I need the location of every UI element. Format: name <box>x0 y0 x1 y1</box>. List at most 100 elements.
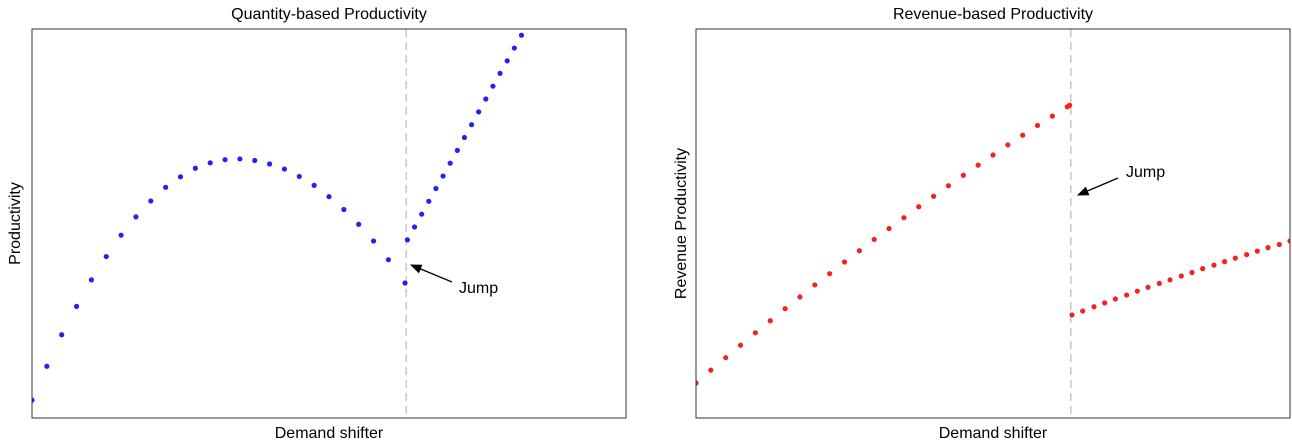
point <box>311 182 317 188</box>
point <box>767 318 773 324</box>
x-axis-label: Demand shifter <box>275 425 384 442</box>
point <box>1276 241 1282 248</box>
chart: Revenue-based Productivity Demand shifter… <box>673 6 1291 442</box>
point <box>433 185 439 192</box>
point <box>1112 296 1118 302</box>
plot-area <box>32 29 525 418</box>
point <box>782 306 788 312</box>
point <box>237 156 243 162</box>
point <box>356 221 362 227</box>
point <box>827 271 833 277</box>
point <box>1178 273 1184 279</box>
point <box>737 342 744 348</box>
y-axis-label: Revenue Productivity <box>673 148 690 299</box>
point <box>483 96 489 102</box>
point <box>1034 122 1041 129</box>
point <box>1211 262 1217 268</box>
point <box>326 194 332 200</box>
point <box>856 248 862 254</box>
point <box>518 32 525 38</box>
point <box>281 166 288 172</box>
point <box>871 236 877 243</box>
point <box>426 198 432 204</box>
point <box>404 237 411 243</box>
point <box>402 280 408 286</box>
point <box>708 367 714 373</box>
point <box>440 173 446 179</box>
series <box>32 156 408 403</box>
plot-frame <box>31 28 627 419</box>
point <box>133 214 139 220</box>
y-axis-label: Productivity <box>7 182 24 265</box>
point <box>931 193 937 199</box>
point <box>960 172 966 178</box>
point <box>990 152 996 158</box>
point <box>511 45 517 51</box>
point <box>1265 245 1271 251</box>
series <box>696 102 1073 386</box>
point <box>461 134 468 141</box>
point <box>1005 142 1011 148</box>
point <box>1167 277 1173 283</box>
point <box>192 165 198 171</box>
point <box>723 355 729 361</box>
point <box>163 184 169 190</box>
point <box>207 160 213 166</box>
point <box>1145 284 1151 290</box>
point <box>476 109 482 115</box>
point <box>296 173 302 180</box>
point <box>490 83 496 89</box>
point <box>945 183 952 189</box>
point <box>1067 102 1073 108</box>
annotation: Jump <box>1126 164 1165 181</box>
series <box>404 32 525 243</box>
point <box>916 204 922 210</box>
point <box>1222 259 1228 265</box>
point <box>1232 255 1238 261</box>
point <box>267 161 273 167</box>
point <box>1102 300 1108 306</box>
point <box>1189 269 1195 276</box>
point <box>1244 252 1250 258</box>
annotation-arrow <box>409 264 453 283</box>
point <box>1080 308 1086 314</box>
point <box>1049 113 1055 119</box>
point <box>32 397 35 403</box>
point <box>841 259 848 265</box>
chart-title: Quantity-based Productivity <box>231 6 427 23</box>
point <box>696 380 699 386</box>
point <box>447 160 453 166</box>
point <box>752 330 759 336</box>
point <box>103 253 109 260</box>
point <box>118 232 124 238</box>
point <box>468 122 475 128</box>
point <box>177 174 184 180</box>
point <box>73 303 80 309</box>
point <box>148 198 154 204</box>
series <box>1069 238 1290 318</box>
point <box>454 147 460 153</box>
annotation-arrow <box>1076 177 1119 196</box>
annotation: Jump <box>459 280 498 297</box>
plot-area <box>696 29 1290 418</box>
point <box>1287 238 1290 244</box>
point <box>1134 288 1140 294</box>
plot-frame <box>695 28 1291 419</box>
point <box>44 363 50 369</box>
point <box>1020 132 1026 138</box>
point <box>385 257 391 263</box>
point <box>497 70 503 76</box>
chart-title: Revenue-based Productivity <box>893 6 1093 23</box>
point <box>1069 312 1075 318</box>
point <box>1124 292 1130 298</box>
point <box>411 224 418 230</box>
point <box>88 277 94 283</box>
point <box>1200 266 1206 272</box>
point <box>1091 304 1097 310</box>
point <box>886 225 892 232</box>
point <box>504 58 510 64</box>
point <box>222 157 228 163</box>
point <box>59 332 65 338</box>
point <box>1156 280 1162 287</box>
